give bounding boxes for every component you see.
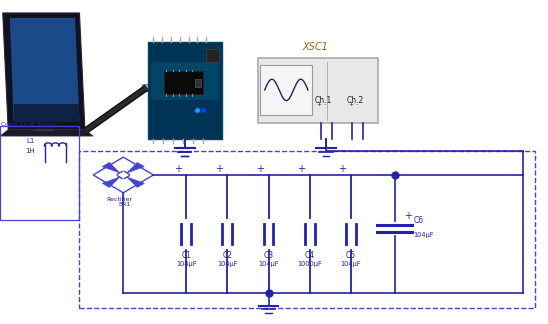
Polygon shape — [3, 13, 85, 130]
Polygon shape — [127, 177, 144, 187]
Polygon shape — [0, 130, 93, 136]
Text: BR1: BR1 — [119, 202, 131, 207]
Text: 104μF: 104μF — [340, 261, 361, 267]
Text: 1000μF: 1000μF — [297, 261, 322, 267]
Text: C4: C4 — [305, 251, 315, 260]
Bar — [164, 71, 203, 94]
Text: + -: + - — [349, 102, 359, 107]
Text: XSC1: XSC1 — [302, 42, 328, 52]
Polygon shape — [14, 104, 79, 122]
Bar — [206, 49, 219, 62]
Bar — [195, 79, 201, 87]
Text: +: + — [256, 164, 264, 174]
Text: 104μF: 104μF — [176, 261, 197, 267]
Text: C6: C6 — [414, 216, 424, 225]
Polygon shape — [102, 163, 119, 173]
Text: 104μF: 104μF — [414, 232, 434, 238]
Bar — [151, 62, 219, 100]
Bar — [148, 42, 222, 139]
Text: L1: L1 — [26, 138, 35, 144]
Text: 104μF: 104μF — [217, 261, 238, 267]
Text: Ch.1: Ch.1 — [315, 96, 332, 105]
Text: + -: + - — [317, 102, 327, 107]
Text: Ch.2: Ch.2 — [346, 96, 364, 105]
Text: 104μF: 104μF — [258, 261, 279, 267]
Bar — [142, 84, 152, 91]
Text: C3: C3 — [264, 251, 273, 260]
Polygon shape — [102, 177, 119, 187]
Text: +: + — [297, 164, 305, 174]
Text: 1H: 1H — [25, 148, 35, 154]
Bar — [260, 65, 312, 115]
Text: C2: C2 — [222, 251, 232, 260]
Text: +: + — [338, 164, 346, 174]
Text: C5: C5 — [346, 251, 356, 260]
Polygon shape — [10, 18, 79, 122]
Polygon shape — [127, 163, 144, 173]
Text: C1: C1 — [181, 251, 191, 260]
Text: +: + — [215, 164, 222, 174]
Bar — [0, 126, 79, 220]
Text: Crank Shaft Sensor: Crank Shaft Sensor — [1, 122, 58, 127]
Text: +: + — [174, 164, 181, 174]
Polygon shape — [33, 129, 55, 131]
Text: +: + — [404, 212, 412, 221]
Text: Rectifier: Rectifier — [106, 197, 133, 202]
Bar — [79, 151, 535, 308]
Bar — [258, 58, 378, 123]
